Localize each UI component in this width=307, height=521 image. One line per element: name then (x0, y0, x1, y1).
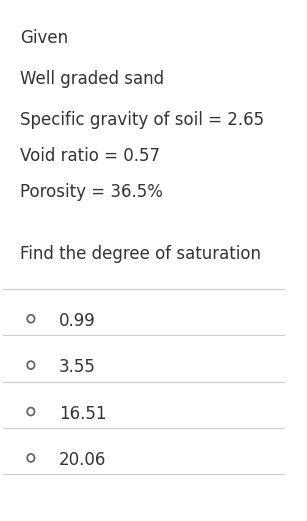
Text: Void ratio = 0.57: Void ratio = 0.57 (20, 147, 160, 165)
Text: 0.99: 0.99 (59, 312, 96, 330)
Text: 3.55: 3.55 (59, 358, 96, 377)
Text: 16.51: 16.51 (59, 405, 107, 423)
Text: Well graded sand: Well graded sand (20, 70, 164, 88)
Text: Specific gravity of soil = 2.65: Specific gravity of soil = 2.65 (20, 111, 264, 129)
Text: Given: Given (20, 29, 68, 46)
Text: Find the degree of saturation: Find the degree of saturation (20, 245, 261, 263)
Text: Porosity = 36.5%: Porosity = 36.5% (20, 183, 162, 201)
Text: 20.06: 20.06 (59, 451, 106, 469)
